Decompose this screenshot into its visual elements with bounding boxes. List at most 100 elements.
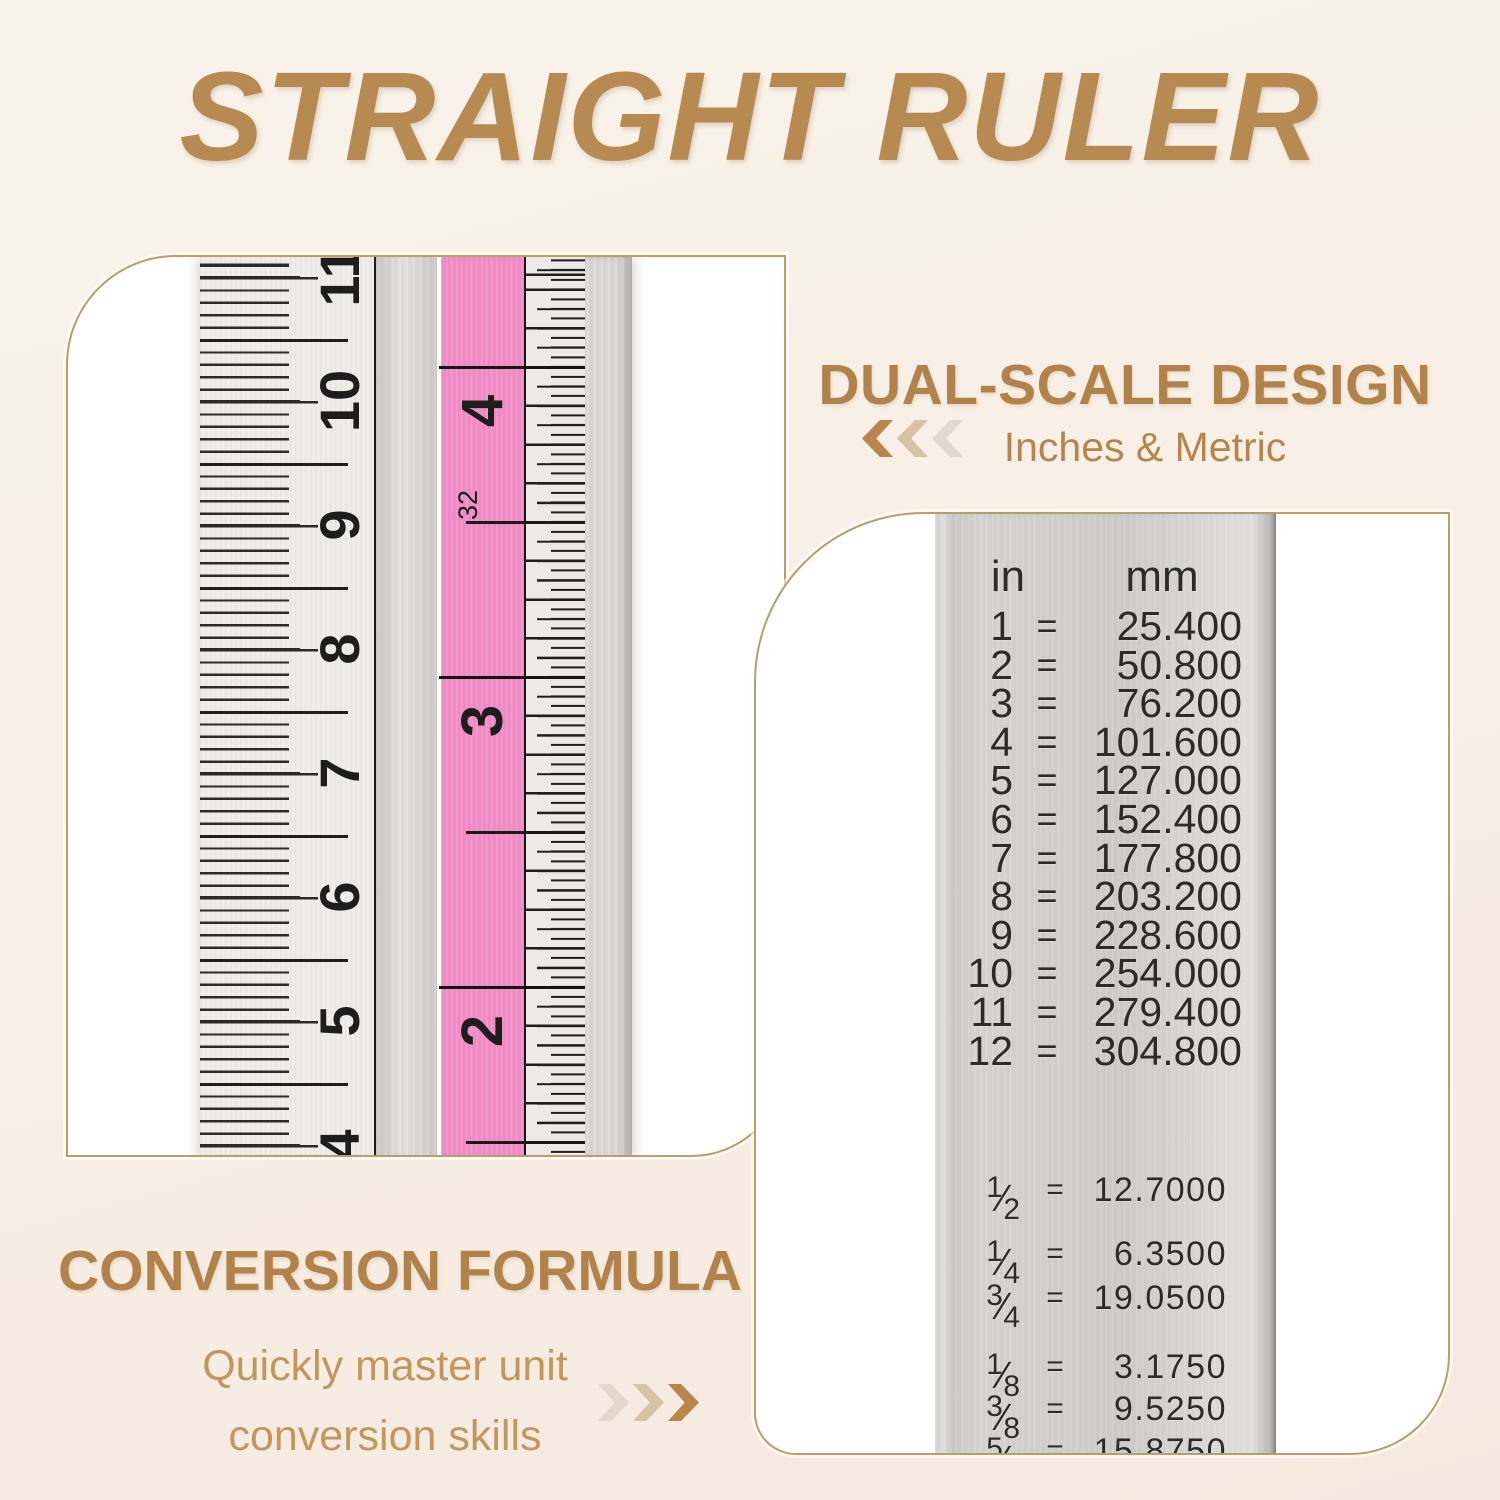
- pink-texture: [441, 257, 524, 1155]
- aluminum-center-strip: [376, 257, 437, 1155]
- cm-line: [200, 959, 348, 962]
- mm-value: 50.800: [1116, 641, 1242, 688]
- cm-number: 9: [307, 509, 371, 541]
- fraction-numerator: 5: [986, 1432, 1003, 1455]
- cm-number: 5: [307, 1005, 371, 1037]
- inch-number: 4: [449, 394, 515, 428]
- cm-line: [200, 711, 348, 714]
- metal-ruler-back-photo: in mm 1 = 25.400 2 = 50.800 3 = 76.200 4 = 101.6…: [935, 514, 1276, 1455]
- mm-value: 9.5250: [1114, 1390, 1227, 1428]
- cm-number: 8: [307, 633, 371, 665]
- cm-number: 11: [307, 255, 371, 307]
- fraction-slash: ∕: [999, 1178, 1007, 1221]
- fraction-denominator: 8: [1003, 1412, 1020, 1446]
- fraction-slash: ∕: [999, 1242, 1007, 1285]
- cm-number: 4: [307, 1129, 371, 1157]
- scale-denominator-label: 32: [452, 489, 483, 521]
- inch-number: 2: [449, 1014, 515, 1048]
- column-header-mm: mm: [1125, 552, 1199, 601]
- cm-number: 7: [307, 757, 371, 789]
- table-row: 1∕2 = 12.7000: [935, 1170, 1276, 1226]
- table-header: in mm: [935, 552, 1276, 602]
- fraction-slash: ∕: [1000, 1439, 1006, 1453]
- half-inch-line: [466, 831, 585, 834]
- table-row: 3∕8 = 9.5250: [935, 1388, 1276, 1445]
- metric-cm-scale: 11 10 9 8 7 6 5 4: [200, 255, 376, 1157]
- dual-scale-ruler-photo: 11 10 9 8 7 6 5 4: [200, 255, 632, 1157]
- in-value: 2: [990, 641, 1013, 688]
- table-row: 5∕8 = 15.8750: [935, 1430, 1276, 1455]
- fraction-numerator: 1: [986, 1171, 1003, 1204]
- table-row: 3∕4 = 19.0500: [935, 1276, 1276, 1334]
- ruler-photo-panel: 11 10 9 8 7 6 5 4: [66, 255, 786, 1157]
- mm-value: 254.000: [1093, 950, 1242, 997]
- table-row: 6 = 152.400: [935, 797, 1276, 840]
- mm-value: 15.8750: [1093, 1432, 1227, 1455]
- chevron-left-icon: [897, 420, 928, 457]
- right-chevron-group: [598, 1384, 699, 1421]
- equals-sign: =: [1046, 1350, 1064, 1383]
- chevron-right-icon: [598, 1384, 629, 1421]
- half-cm-tick: [200, 1020, 300, 1023]
- half-cm-tick: [200, 524, 300, 527]
- chevron-right-icon: [668, 1384, 699, 1421]
- mm-value: 127.000: [1093, 757, 1242, 804]
- mm-value: 12.7000: [1093, 1171, 1227, 1209]
- in-value: 3: [990, 680, 1013, 727]
- equals-sign: =: [1046, 1281, 1064, 1314]
- table-row: 4 = 101.600: [935, 718, 1276, 765]
- chevron-right-icon: [633, 1384, 664, 1421]
- table-row: 8 = 203.200: [935, 873, 1276, 920]
- equals-sign: =: [1036, 836, 1058, 878]
- fraction-numerator: 3: [986, 1279, 1003, 1312]
- in-value: 4: [990, 718, 1013, 765]
- fraction-value: 1∕4: [943, 1232, 1020, 1291]
- fraction-denominator: 8: [1003, 1454, 1020, 1455]
- table-row: 9 = 228.600: [935, 911, 1276, 958]
- equals-sign: =: [1036, 643, 1058, 685]
- dual-scale-heading: DUAL-SCALE DESIGN: [818, 353, 1432, 417]
- mm-value: 203.200: [1093, 873, 1242, 920]
- half-cm-tick: [200, 772, 300, 775]
- fraction-slash: ∕: [999, 1286, 1007, 1329]
- mm-value: 279.400: [1093, 988, 1242, 1035]
- in-value: 9: [990, 911, 1013, 958]
- equals-sign: =: [1036, 605, 1058, 646]
- half-inch-rows: 1∕2 = 12.7000: [935, 1170, 1276, 1226]
- table-row: 1∕8 = 3.1750: [935, 1346, 1276, 1403]
- inch-line: [439, 366, 585, 369]
- fraction-denominator: 4: [1003, 1257, 1020, 1291]
- in-value: 7: [990, 834, 1013, 881]
- equals-sign: =: [1036, 990, 1058, 1032]
- half-cm-tick: [200, 276, 300, 279]
- in-value: 12: [967, 1027, 1013, 1074]
- half-inch-line: [466, 521, 585, 524]
- cm-line: [200, 1083, 348, 1086]
- eighth-inch-rows: 1∕8 = 3.1750 3∕8 = 9.5250 5∕8 = 15.8750: [935, 1346, 1276, 1455]
- mm-value: 101.600: [1093, 718, 1242, 765]
- fraction-denominator: 4: [1003, 1301, 1020, 1335]
- in-value: 5: [990, 757, 1013, 804]
- mm-value: 228.600: [1093, 911, 1242, 958]
- cm-number: 10: [307, 369, 371, 433]
- inch-line: [439, 986, 585, 989]
- fraction-value: 3∕4: [943, 1276, 1020, 1335]
- equals-sign: =: [1036, 682, 1058, 724]
- fraction-numerator: 1: [986, 1348, 1003, 1381]
- table-row: 12 = 304.800: [935, 1027, 1276, 1074]
- table-row: 11 = 279.400: [935, 988, 1276, 1035]
- table-row: 5 = 127.000: [935, 757, 1276, 804]
- conversion-table-panel: in mm 1 = 25.400 2 = 50.800 3 = 76.200 4 = 101.6…: [754, 512, 1450, 1455]
- half-cm-tick: [200, 896, 300, 899]
- aluminum-edge-strip: [585, 257, 632, 1155]
- equals-sign: =: [1036, 797, 1058, 839]
- quarter-inch-rows: 1∕4 = 6.3500 3∕4 = 19.0500: [935, 1232, 1276, 1334]
- fraction-denominator: 2: [1003, 1193, 1020, 1227]
- mm-value: 177.800: [1093, 834, 1242, 881]
- equals-sign: =: [1036, 952, 1058, 994]
- cm-line: [200, 835, 348, 838]
- half-cm-tick: [200, 400, 300, 403]
- mm-value: 76.200: [1116, 680, 1242, 727]
- column-header-in: in: [990, 552, 1026, 601]
- table-row: 2 = 50.800: [935, 641, 1276, 688]
